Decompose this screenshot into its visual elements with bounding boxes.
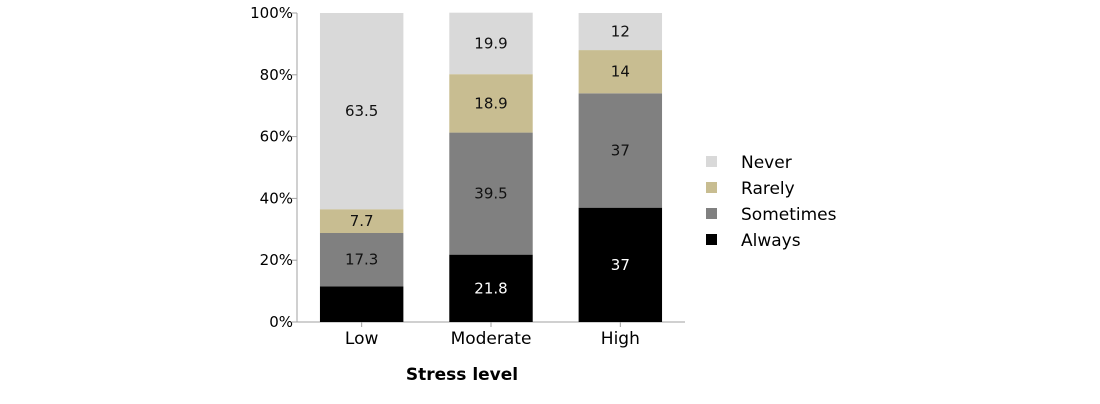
y-tick-group: 0% 20% 40% 60% 80% 100% — [250, 4, 297, 331]
legend-swatch — [706, 156, 717, 167]
legend-swatch — [706, 182, 717, 193]
bar-segment — [578, 50, 663, 94]
bar-segment — [449, 74, 533, 133]
bar-segment — [319, 233, 404, 287]
y-tick-label: 20% — [260, 251, 293, 269]
bar-value-label: 12 — [611, 23, 630, 41]
bar-segment — [449, 12, 533, 75]
bar-segment — [319, 13, 404, 210]
legend-label: Always — [741, 231, 801, 251]
bar-segment — [449, 132, 533, 255]
bar-value-label: 39.5 — [474, 185, 507, 203]
bar-segment — [449, 254, 533, 322]
bar-value-label: 7.7 — [350, 212, 374, 230]
legend-swatch — [706, 234, 717, 245]
bar-value-label: 18.9 — [474, 94, 507, 112]
legend-label: Rarely — [741, 179, 795, 199]
legend-label: Never — [741, 153, 792, 173]
x-tick-group: Low Moderate High — [345, 322, 640, 349]
x-axis-title: Stress level — [406, 365, 518, 385]
bar-value-label: 63.5 — [345, 102, 378, 120]
bar-value-label: 17.3 — [345, 251, 378, 269]
bar-value-label: 19.9 — [474, 34, 507, 52]
bar-group: 17.3 7.7 63.5 21.8 39.5 18.9 19.9 37 37 14 12 — [319, 12, 663, 322]
legend-swatch — [706, 208, 717, 219]
bar-segment — [578, 93, 663, 208]
bar-segment — [578, 207, 663, 322]
legend: Never Rarely Sometimes Always — [706, 153, 837, 251]
bar-value-label: 21.8 — [474, 279, 507, 297]
x-tick-label: Moderate — [451, 329, 532, 349]
y-tick-label: 80% — [260, 66, 293, 84]
bar-segment — [578, 13, 663, 51]
x-tick-label: Low — [345, 329, 379, 349]
bar-value-label: 37 — [611, 256, 630, 274]
bar-value-label: 14 — [611, 63, 630, 81]
bar-value-label: 37 — [611, 142, 630, 160]
y-tick-label: 100% — [250, 4, 293, 22]
bar-segment — [319, 209, 404, 234]
legend-label: Sometimes — [741, 205, 837, 225]
y-tick-label: 40% — [260, 189, 293, 207]
bar-segment — [319, 286, 404, 322]
x-tick-label: High — [601, 329, 640, 349]
y-tick-label: 0% — [269, 313, 293, 331]
y-tick-label: 60% — [260, 128, 293, 146]
